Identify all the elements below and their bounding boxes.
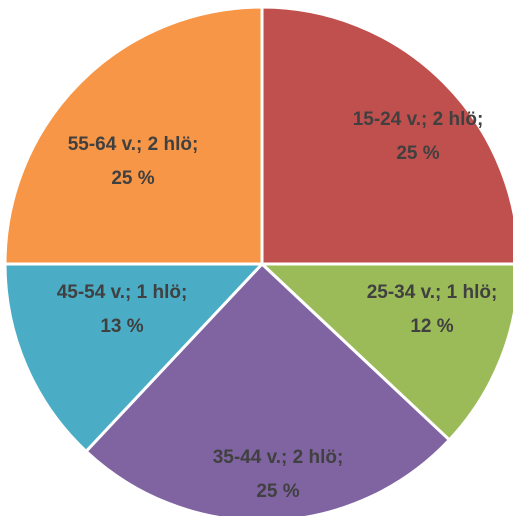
data-label-line1: 15-24 v.; 2 hlö; (353, 109, 484, 130)
data-label-25-34: 25-34 v.; 1 hlö; 12 % (367, 282, 498, 337)
data-label-line1: 55-64 v.; 2 hlö; (68, 134, 199, 155)
pie-slices (3, 5, 513, 516)
pie-slice-55-64 (3, 5, 264, 266)
data-label-45-54: 45-54 v.; 1 hlö; 13 % (57, 282, 188, 337)
data-label-55-64: 55-64 v.; 2 hlö; 25 % (68, 134, 199, 189)
data-label-line2: 25 % (256, 481, 299, 502)
data-label-line2: 25 % (396, 143, 439, 164)
data-label-line1: 45-54 v.; 1 hlö; (57, 282, 188, 303)
data-label-line1: 35-44 v.; 2 hlö; (213, 447, 344, 468)
pie-slice-45-54 (3, 262, 266, 454)
pie-data-labels: 15-24 v.; 2 hlö; 25 % 25-34 v.; 1 hlö; 12 %… (57, 109, 498, 502)
data-label-35-44: 35-44 v.; 2 hlö; 25 % (213, 447, 344, 502)
pie-slice-15-24 (260, 5, 513, 266)
data-label-line1: 25-34 v.; 1 hlö; (367, 282, 498, 303)
data-label-line2: 25 % (111, 168, 154, 189)
pie-slice-35-44 (83, 261, 452, 516)
pie-slice-25-34 (258, 262, 513, 443)
data-label-15-24: 15-24 v.; 2 hlö; 25 % (353, 109, 484, 164)
data-label-line2: 13 % (100, 316, 143, 337)
data-label-line2: 12 % (410, 316, 453, 337)
